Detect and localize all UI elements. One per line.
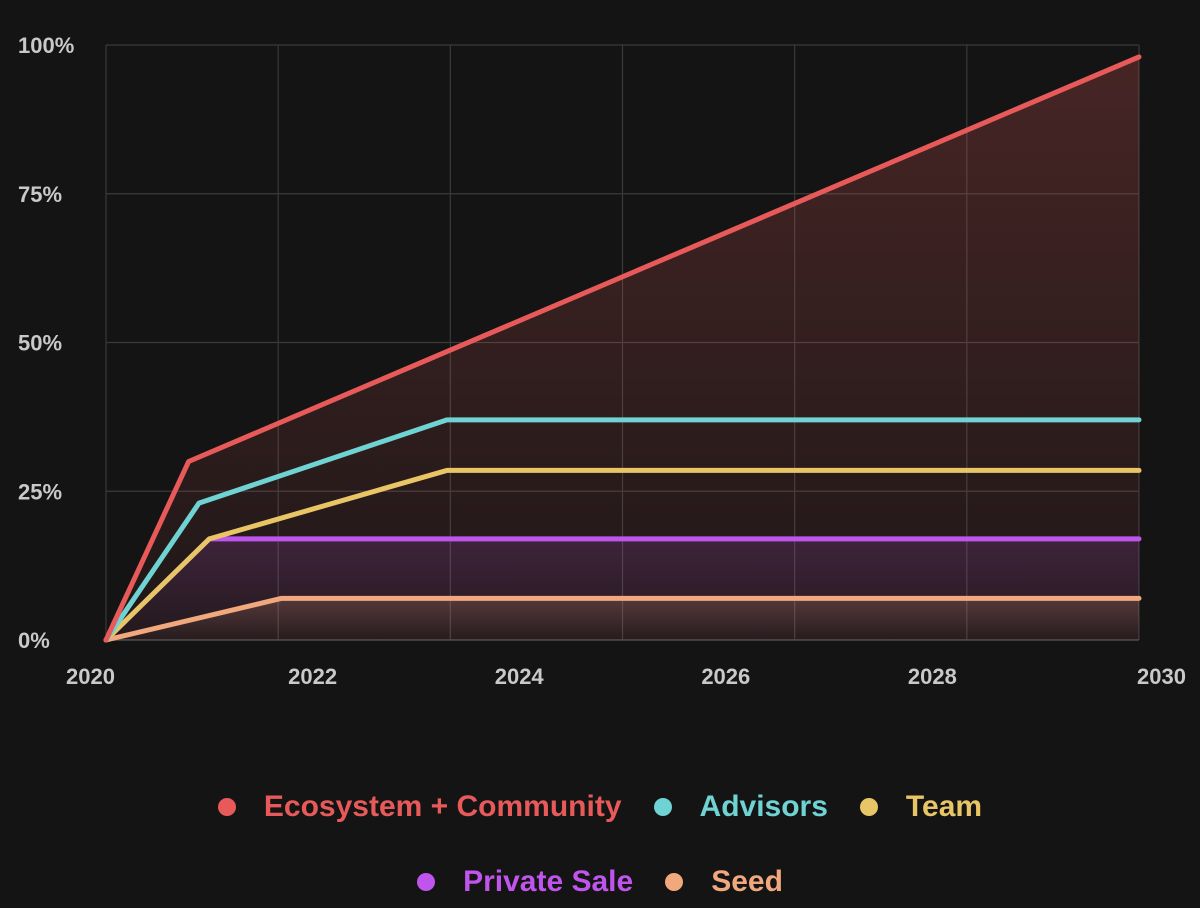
legend-dot-icon [417,873,436,891]
legend-dot-icon [217,798,236,816]
legend-label: Private Sale [463,865,634,898]
legend-item-team[interactable]: Team [859,790,983,824]
y-tick-label: 100% [18,33,74,58]
legend-dot-icon [665,873,684,891]
x-tick-label: 2022 [288,664,337,689]
y-tick-label: 75% [18,182,62,207]
legend-dot-icon [653,798,672,816]
legend-label: Advisors [699,790,828,823]
legend-label: Team [905,790,983,823]
y-tick-label: 25% [18,479,62,504]
legend-label: Seed [711,865,783,898]
x-tick-label: 2030 [1137,664,1186,689]
legend-dot-icon [859,798,878,816]
axis-labels: 0% 25% 50% 75% 100% 2020 2022 2024 2026 2028 2030 [18,33,1186,689]
y-tick-label: 0% [18,628,50,653]
series-lines [103,54,1142,643]
legend-label: Ecosystem + Community [263,790,622,823]
area-seed [106,598,1139,640]
x-tick-label: 2020 [66,664,115,689]
line-ecosystem-community [103,54,1142,643]
legend-item-private-sale[interactable]: Private Sale [417,865,633,899]
x-tick-label: 2024 [495,664,545,689]
line-team [103,467,1142,643]
legend-item-ecosystem-community[interactable]: Ecosystem + Community [217,790,622,824]
legend-row-2: Private Sale Seed [0,858,1200,906]
legend-item-advisors[interactable]: Advisors [653,790,828,824]
legend-row-1: Ecosystem + Community Advisors Team [0,783,1200,831]
legend-item-seed[interactable]: Seed [665,865,783,899]
y-tick-label: 50% [18,331,62,356]
line-seed [103,595,1142,643]
x-tick-label: 2028 [908,664,957,689]
x-tick-label: 2026 [701,664,750,689]
vesting-chart: 0% 25% 50% 75% 100% 2020 2022 2024 2026 2028 2030 [18,33,1186,689]
line-advisors [103,417,1142,643]
